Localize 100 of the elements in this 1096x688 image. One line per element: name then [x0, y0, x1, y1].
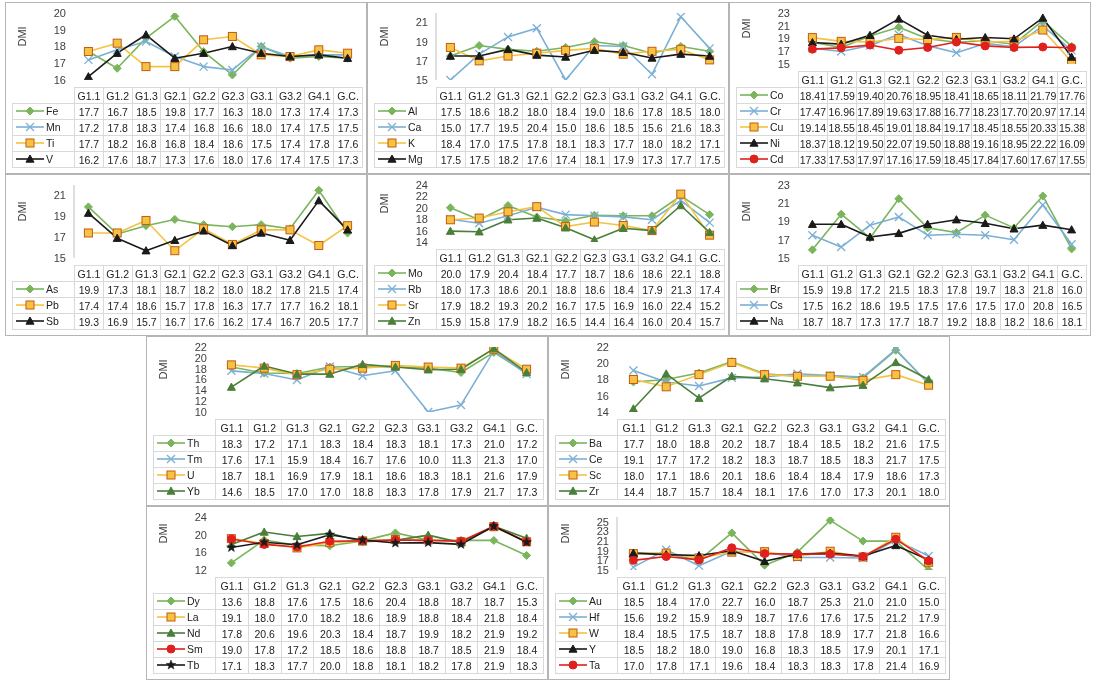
data-label: 17.6: [189, 151, 219, 168]
data-label: 20.76: [884, 87, 914, 104]
data-label: 18.7: [748, 435, 782, 452]
y-tick-label: 20: [596, 357, 609, 370]
legend-label: Ni: [770, 137, 780, 149]
data-label: 16.8: [160, 135, 190, 152]
x-tick-label: G2.1: [884, 71, 914, 88]
data-label: 18.1: [1057, 313, 1087, 330]
data-label: 18.0: [912, 483, 946, 500]
data-label: 18.7: [215, 467, 249, 484]
data-label: 18.4: [781, 435, 815, 452]
y-tick-label: 15: [415, 73, 428, 86]
data-label: 18.0: [683, 641, 716, 658]
data-label: 21.5: [304, 281, 334, 298]
data-label: 17.7: [281, 657, 314, 674]
data-label: 17.6: [942, 297, 972, 314]
y-axis-title: DMI: [377, 193, 390, 214]
x-tick-label: G4.1: [1028, 71, 1058, 88]
x-tick-label: G2.2: [748, 577, 782, 594]
data-label: 16.2: [827, 297, 857, 314]
data-label: 10.0: [412, 451, 446, 468]
data-label: 21.9: [477, 625, 511, 642]
data-label: 18.4: [313, 451, 347, 468]
data-label: 18.5: [650, 625, 684, 642]
y-tick-label: 15: [777, 57, 790, 70]
data-label: 18.3: [814, 657, 848, 674]
y-tick-label: 18: [596, 373, 609, 386]
data-label: 18.6: [379, 467, 413, 484]
data-label: 17.1: [215, 657, 249, 674]
data-label: 20.33: [1028, 119, 1058, 136]
x-tick-label: G1.1: [617, 577, 651, 594]
data-label: 18.41: [798, 87, 828, 104]
y-axis-title: DMI: [156, 523, 169, 544]
data-label: 17.59: [827, 87, 857, 104]
x-tick-label: G2.2: [189, 265, 219, 282]
data-label: 18.5: [313, 641, 347, 658]
data-label: 21.79: [1028, 87, 1058, 104]
data-label: 18.1: [412, 435, 446, 452]
y-tick-label: 14: [596, 405, 609, 418]
data-label: 17.4: [74, 297, 104, 314]
data-label: 15.7: [683, 483, 716, 500]
data-label: 18.5: [445, 641, 478, 658]
y-tick-label: 19: [596, 544, 609, 557]
data-label: 18.5: [609, 119, 639, 136]
data-label: 18.45: [942, 151, 972, 168]
data-label: 22.07: [884, 135, 914, 152]
data-label: 18.6: [1028, 313, 1058, 330]
y-tick-label: 17: [415, 54, 428, 67]
y-tick-label: 17: [53, 57, 66, 70]
data-label: 17.5: [436, 103, 466, 120]
data-label: 16.0: [638, 297, 667, 314]
data-label: 17.7: [884, 313, 914, 330]
data-label: 18.1: [379, 657, 413, 674]
data-label: 15.9: [798, 281, 828, 298]
data-label: 17.8: [942, 281, 972, 298]
data-label: 18.2: [650, 641, 684, 658]
x-tick-label: G2.1: [884, 265, 914, 282]
y-tick-label: 18: [53, 40, 66, 53]
x-tick-label: G1.1: [798, 71, 828, 88]
data-label: 18.0: [650, 435, 684, 452]
legend-label: Na: [770, 315, 784, 327]
data-label: 18.0: [218, 151, 248, 168]
data-label: 18.7: [580, 265, 610, 282]
y-axis-title: DMI: [558, 523, 571, 544]
data-label: 17.8: [103, 119, 133, 136]
y-tick-label: 15: [777, 251, 790, 264]
x-tick-label: G3.1: [412, 577, 446, 594]
data-label: 19.14: [798, 119, 828, 136]
data-label: 19.01: [884, 119, 914, 136]
data-label: 19.9: [412, 625, 446, 642]
data-label: 17.7: [666, 151, 696, 168]
data-label: 18.7: [160, 281, 190, 298]
data-label: 17.6: [781, 609, 815, 626]
data-label: 21.4: [879, 657, 913, 674]
data-label: 21.7: [477, 483, 511, 500]
data-label: 17.5: [912, 435, 946, 452]
y-tick-label: 16: [194, 546, 207, 559]
data-label: 17.0: [465, 135, 495, 152]
data-label: 16.8: [132, 135, 161, 152]
y-axis-title: DMI: [156, 359, 169, 380]
data-label: 18.3: [781, 641, 815, 658]
data-label: 17.3: [333, 151, 363, 168]
data-label: 18.4: [781, 467, 815, 484]
data-label: 15.0: [912, 593, 946, 610]
data-label: 17.4: [103, 297, 133, 314]
data-label: 18.1: [445, 467, 478, 484]
data-label: 16.0: [748, 593, 782, 610]
data-label: 17.8: [412, 483, 446, 500]
x-tick-label: G2.1: [715, 419, 749, 436]
x-tick-label: G3.1: [609, 87, 639, 104]
data-label: 16.7: [346, 451, 380, 468]
data-label: 19.0: [215, 641, 249, 658]
legend-label: Sr: [408, 299, 419, 311]
data-label: 18.2: [465, 297, 495, 314]
x-tick-label: G2.1: [160, 87, 190, 104]
legend-label: Pb: [46, 299, 59, 311]
data-label: 18.65: [971, 87, 1001, 104]
x-tick-label: G1.1: [798, 265, 828, 282]
data-label: 18.4: [346, 625, 380, 642]
data-label: 20.4: [522, 119, 552, 136]
